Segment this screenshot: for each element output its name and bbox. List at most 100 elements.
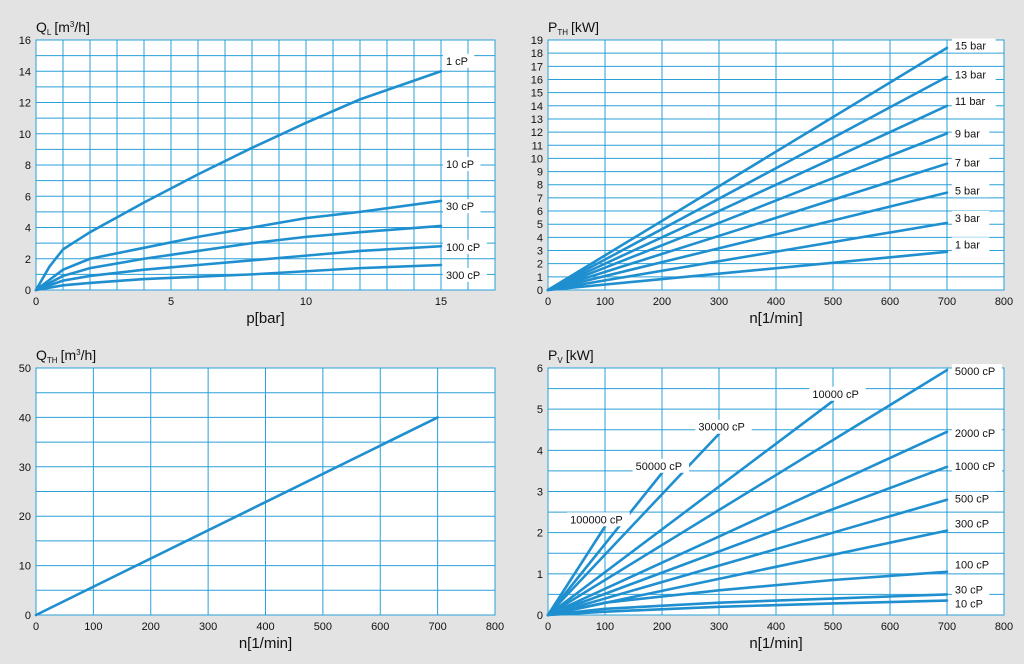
- series-label-bg: [443, 239, 487, 254]
- x-tick-label: 800: [486, 621, 504, 633]
- chart-pv: 0 100 200 300 400 500 600 700 800 0 1 2 3 4 5 6 n[1/min]…: [537, 347, 1013, 652]
- y-axis-title: QL [m3/h]: [36, 19, 90, 37]
- series-label-bg: [443, 53, 475, 68]
- series-line: [546, 250, 949, 292]
- x-tick-label: 5: [168, 296, 174, 308]
- x-tick-label: 200: [142, 621, 160, 633]
- series-label-bg: [951, 93, 996, 108]
- x-tick-label: 800: [995, 296, 1013, 308]
- series-label: 13 bar: [955, 70, 987, 82]
- series-lines: [546, 368, 949, 617]
- y-tick-label: 0: [25, 285, 31, 297]
- series-label-bg: [951, 67, 996, 82]
- series-line: [546, 465, 949, 617]
- y-tick-label: 3: [537, 246, 543, 258]
- x-axis-label: n[1/min]: [749, 310, 802, 327]
- y-tick-label: 11: [532, 140, 543, 152]
- y-tick-label: 13: [531, 114, 543, 126]
- y-tick-label: 2: [537, 259, 543, 271]
- x-tick-label: 600: [371, 621, 389, 633]
- series-line: [546, 75, 949, 292]
- y-tick-label: 40: [19, 412, 31, 424]
- x-tick-label: 0: [33, 296, 39, 308]
- series-label-bg: [567, 512, 630, 527]
- y-axis-title: PTH [kW]: [548, 19, 599, 37]
- x-tick-label: 100: [596, 621, 614, 633]
- y-tick-label: 20: [19, 511, 31, 523]
- series-label-bg: [951, 237, 990, 252]
- y-tick-label: 1: [537, 569, 543, 581]
- series-label-bg: [951, 183, 990, 198]
- series-label: 50000 cP: [636, 461, 682, 473]
- y-tick-label: 18: [531, 48, 543, 60]
- series-label: 5000 cP: [955, 366, 995, 378]
- gridlines: [35, 39, 496, 291]
- series-line: [34, 263, 443, 292]
- y-tick-label: 6: [537, 363, 543, 375]
- series-line: [546, 599, 949, 617]
- series-label: 1 bar: [955, 239, 980, 251]
- y-tick-label: 15: [531, 88, 543, 100]
- y-tick-label: 3: [537, 487, 543, 499]
- series-label-bg: [951, 364, 1002, 379]
- x-axis-label: p[bar]: [246, 310, 284, 327]
- series-label: 10000 cP: [812, 389, 858, 401]
- series-line: [34, 244, 443, 292]
- y-tick-label: 30: [19, 462, 31, 474]
- series-label: 30 cP: [446, 201, 474, 213]
- y-tick-label: 10: [19, 129, 31, 141]
- x-tick-label: 800: [995, 621, 1013, 633]
- series-line: [546, 593, 949, 617]
- series-label-bg: [951, 458, 1002, 473]
- x-tick-label: 200: [653, 621, 671, 633]
- y-tick-label: 6: [537, 206, 543, 218]
- x-axis-label: n[1/min]: [749, 635, 802, 652]
- y-tick-label: 4: [25, 223, 31, 235]
- series-line: [546, 399, 835, 617]
- series-label: 30 cP: [955, 584, 983, 596]
- series-line: [546, 471, 664, 617]
- series-line: [34, 224, 443, 292]
- series-line: [546, 162, 949, 292]
- series-label-bg: [443, 199, 481, 214]
- x-tick-label: 300: [710, 621, 728, 633]
- x-tick-label: 600: [881, 621, 899, 633]
- y-tick-label: 6: [25, 191, 31, 203]
- y-tick-label: 12: [19, 98, 31, 110]
- series-label-bg: [951, 38, 996, 53]
- series-line: [546, 132, 949, 292]
- x-tick-label: 700: [428, 621, 446, 633]
- series-label: 2000 cP: [955, 428, 995, 440]
- x-tick-label: 0: [545, 296, 551, 308]
- y-tick-label: 4: [537, 445, 543, 457]
- series-lines: [34, 69, 443, 292]
- y-tick-label: 4: [537, 232, 543, 244]
- x-tick-label: 500: [314, 621, 332, 633]
- series-label: 11 bar: [955, 96, 986, 108]
- y-tick-label: 14: [19, 66, 31, 78]
- series-label: 3 bar: [955, 213, 980, 225]
- series-label: 15 bar: [955, 41, 987, 53]
- x-tick-label: 300: [710, 296, 728, 308]
- series-label: 1 cP: [446, 56, 468, 68]
- series-label-bg: [951, 491, 996, 506]
- y-tick-label: 17: [531, 61, 543, 73]
- x-tick-label: 100: [596, 296, 614, 308]
- y-tick-label: 2: [25, 254, 31, 266]
- x-tick-label: 400: [767, 296, 785, 308]
- x-tick-label: 700: [938, 621, 956, 633]
- series-label-bg: [951, 596, 990, 611]
- y-tick-label: 8: [537, 180, 543, 192]
- y-tick-label: 19: [531, 35, 543, 47]
- x-tick-label: 15: [435, 296, 447, 308]
- series-label-bg: [443, 267, 487, 282]
- series-label-bg: [951, 516, 996, 531]
- series-line: [546, 570, 949, 617]
- x-tick-label: 500: [824, 621, 842, 633]
- y-tick-label: 10: [531, 153, 543, 165]
- series-label: 100000 cP: [570, 514, 623, 526]
- y-tick-label: 8: [25, 160, 31, 172]
- x-tick-label: 500: [824, 296, 842, 308]
- x-tick-label: 400: [767, 621, 785, 633]
